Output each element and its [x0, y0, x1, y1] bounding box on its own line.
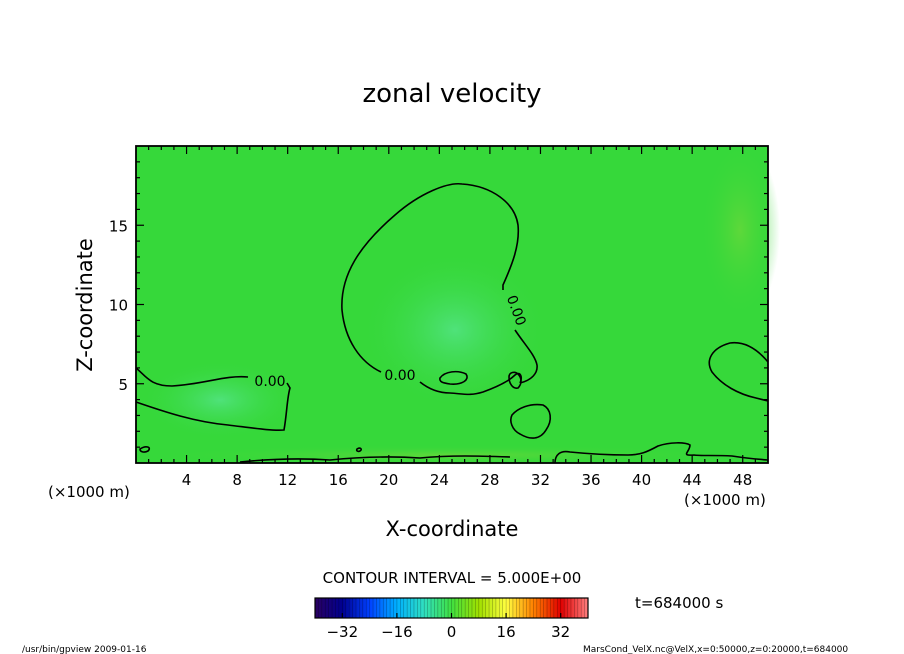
y-axis-label: Z-coordinate: [73, 238, 97, 372]
chart-title: zonal velocity: [362, 79, 541, 109]
color-bar-tick-label: 16: [497, 623, 516, 641]
contour-interval: CONTOUR INTERVAL = 5.000E+00: [323, 569, 582, 587]
x-tick-label: 16: [329, 471, 348, 489]
x-tick-label: 28: [480, 471, 499, 489]
color-bar-gradient: [315, 598, 588, 618]
x-tick-label: 20: [379, 471, 398, 489]
color-bar-tick-label: 32: [551, 623, 570, 641]
x-tick-label: 24: [430, 471, 449, 489]
x-tick-label: 44: [683, 471, 702, 489]
contour-left-lower: [135, 382, 291, 431]
footer-right: MarsCond_VelX.nc@VelX,x=0:50000,z=0:2000…: [583, 645, 848, 654]
x-unit-left: (×1000 m): [48, 483, 130, 501]
contour-right: [708, 341, 769, 402]
field-shade-right: [700, 140, 780, 320]
field-shade-center: [360, 250, 550, 410]
x-tick-label: 36: [581, 471, 600, 489]
color-bar-tick-label: 0: [447, 623, 457, 641]
color-bar-tick-label: −32: [326, 623, 358, 641]
x-tick-label: 48: [733, 471, 752, 489]
contour-main: [341, 183, 520, 373]
x-axis-label: X-coordinate: [386, 517, 519, 541]
x-tick-label: 32: [531, 471, 550, 489]
contour-main-lower: [514, 329, 538, 384]
contour-small-loop-b: [508, 371, 522, 389]
x-unit-right: (×1000 m): [684, 491, 766, 509]
y-tick-label: 15: [109, 217, 128, 235]
x-tick-label: 12: [278, 471, 297, 489]
field-shade-left: [140, 360, 300, 440]
contour-bottom-left-tick: [355, 447, 363, 453]
contour-lines: [135, 183, 769, 464]
x-tick-label: 8: [232, 471, 242, 489]
contour-label: 0.00: [254, 374, 285, 390]
contour-label: 0.00: [384, 368, 415, 384]
x-axis: 4 8 12 16 20 24 28 32 36 40 44 48: [148, 146, 756, 489]
contour-left: [135, 367, 249, 387]
y-axis: 5 10 15: [109, 161, 768, 448]
color-bar-ticks: −32 −16 0 16 32: [326, 613, 570, 641]
contour-bottom: [554, 442, 769, 464]
footer-left: /usr/bin/gpview 2009-01-16: [22, 645, 147, 654]
contour-bottom-ripple: [239, 455, 511, 463]
time-label: t=684000 s: [635, 594, 723, 612]
contour-bottom-left: [139, 446, 151, 453]
contour-small-loop-c: [510, 403, 552, 439]
color-bar: [315, 598, 588, 618]
y-tick-label: 10: [109, 297, 128, 315]
contour-small-loop-a: [439, 370, 468, 385]
color-bar-tick-label: −16: [381, 623, 413, 641]
y-tick-label: 5: [118, 376, 128, 394]
x-tick-label: 40: [632, 471, 651, 489]
x-tick-label: 4: [182, 471, 192, 489]
